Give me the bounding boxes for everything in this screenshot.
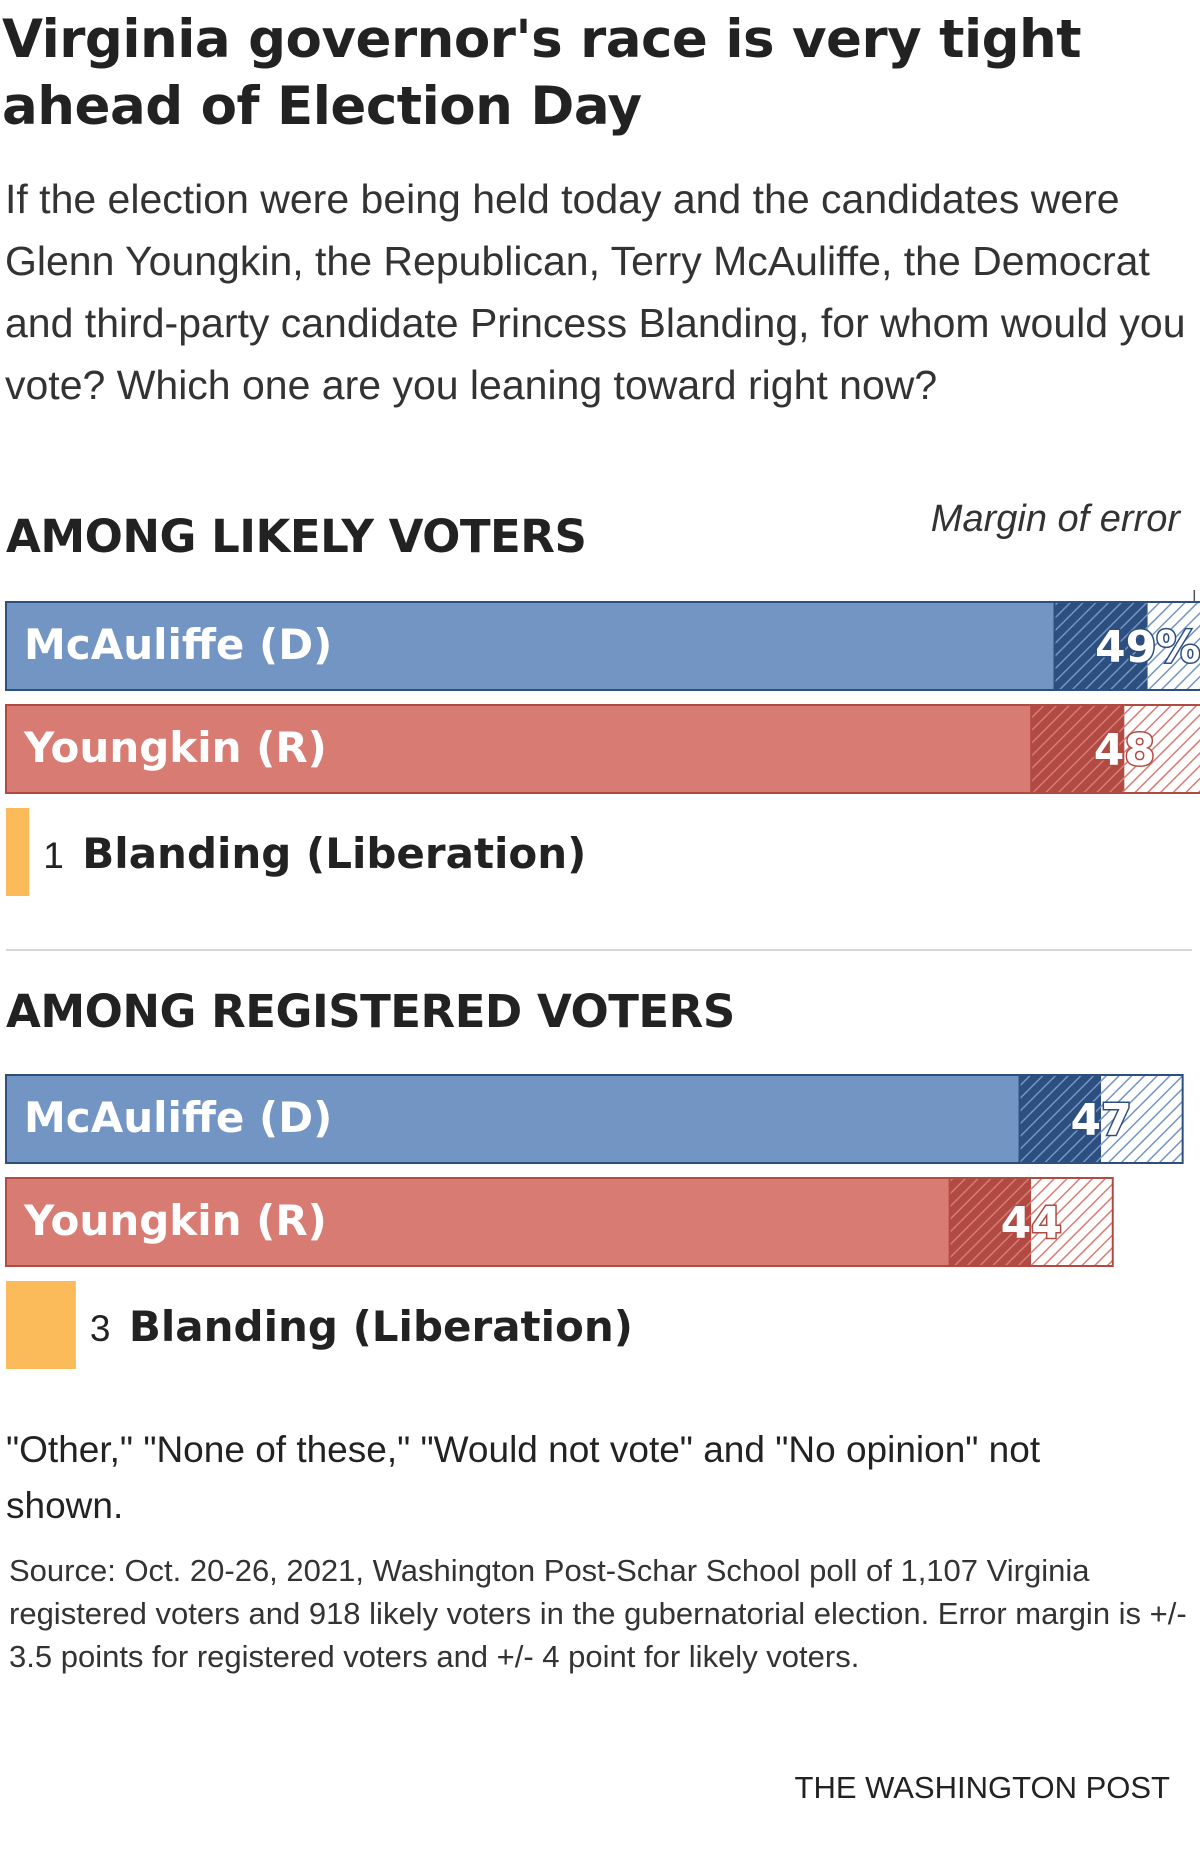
section-title-likely: AMONG LIKELY VOTERS	[6, 510, 587, 563]
bar-likely-mcauliffe	[6, 602, 1055, 690]
bar-registered-blanding	[6, 1281, 76, 1369]
bar-outline-registered-mcauliffe	[5, 1074, 1184, 1164]
bar-label-registered-mcauliffe: McAuliffe (D)	[24, 1093, 332, 1142]
bar-label-likely-blanding: Blanding (Liberation)	[82, 829, 586, 878]
moe-high-likely-youngkin	[1124, 705, 1200, 793]
bar-registered-mcauliffe	[6, 1075, 1020, 1163]
moe-low-registered-mcauliffe	[1019, 1075, 1102, 1163]
moe-low-likely-youngkin	[1031, 705, 1125, 793]
bar-outline-likely-youngkin	[5, 704, 1200, 794]
section-title-registered: AMONG REGISTERED VOTERS	[6, 985, 735, 1038]
value-label-likely-youngkin: 48	[1094, 725, 1155, 776]
credit-text: THE WASHINGTON POST	[794, 1770, 1170, 1805]
bar-outline-likely-mcauliffe	[5, 601, 1200, 691]
bars-group: McAuliffe (D) 49% Youngkin (R) 48 1 Blanding …	[5, 590, 1200, 1369]
chart-subtitle: If the election were being held today an…	[5, 176, 1186, 408]
moe-low-likely-mcauliffe	[1054, 602, 1148, 690]
value-label-registered-blanding: 3	[90, 1308, 111, 1349]
value-label-registered-mcauliffe: 47	[1070, 1095, 1131, 1146]
moe-high-registered-youngkin	[1031, 1178, 1113, 1266]
chart-note: "Other," "None of these," "Would not vot…	[6, 1429, 1041, 1526]
bar-label-registered-youngkin: Youngkin (R)	[23, 1196, 327, 1245]
bar-label-likely-youngkin: Youngkin (R)	[23, 723, 327, 772]
bar-label-likely-mcauliffe: McAuliffe (D)	[24, 620, 332, 669]
moe-high-registered-mcauliffe	[1101, 1075, 1183, 1163]
bar-registered-youngkin	[6, 1178, 950, 1266]
section-divider	[6, 949, 1192, 951]
bar-chart: McAuliffe (D) 49% Youngkin (R) 48 1 Blanding …	[5, 590, 1200, 1369]
margin-of-error-label: Margin of error	[930, 498, 1180, 540]
chart-title: Virginia governor's race is very tight a…	[2, 9, 1082, 137]
bar-likely-blanding	[6, 808, 30, 896]
bar-likely-youngkin	[6, 705, 1032, 793]
bar-label-registered-blanding: Blanding (Liberation)	[129, 1302, 633, 1351]
value-label-registered-youngkin: 44	[1001, 1198, 1062, 1249]
bar-outline-registered-youngkin	[5, 1177, 1114, 1267]
value-label-likely-blanding: 1	[43, 835, 64, 876]
chart-source: Source: Oct. 20-26, 2021, Washington Pos…	[9, 1553, 1187, 1674]
moe-high-likely-mcauliffe	[1147, 602, 1200, 690]
moe-low-registered-youngkin	[949, 1178, 1032, 1266]
value-label-likely-mcauliffe: 49%	[1095, 622, 1200, 673]
